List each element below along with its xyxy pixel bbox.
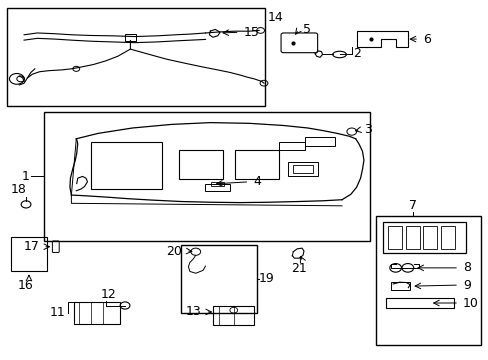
Bar: [212, 306, 254, 325]
Text: 10: 10: [462, 297, 478, 310]
Bar: [234, 149, 278, 179]
Bar: [390, 282, 409, 290]
Text: 8: 8: [462, 261, 470, 274]
Text: 20: 20: [166, 244, 182, 257]
Bar: [181, 244, 256, 313]
Bar: [11, 237, 46, 271]
Text: 9: 9: [462, 279, 470, 292]
Text: 5: 5: [303, 23, 310, 36]
Bar: [211, 182, 223, 186]
Bar: [6, 8, 264, 107]
Bar: [278, 142, 305, 150]
Text: 16: 16: [17, 279, 33, 292]
Bar: [43, 112, 369, 241]
Bar: [74, 302, 120, 324]
Text: 12: 12: [101, 288, 116, 301]
Bar: [125, 34, 136, 41]
Text: 17: 17: [23, 240, 39, 253]
Text: 7: 7: [408, 199, 416, 212]
Text: 3: 3: [364, 123, 371, 136]
Bar: [91, 142, 161, 189]
Bar: [423, 226, 436, 249]
Bar: [305, 137, 334, 146]
Bar: [375, 216, 480, 345]
Text: 21: 21: [291, 262, 306, 275]
Text: 13: 13: [185, 306, 201, 319]
Bar: [205, 184, 229, 192]
Bar: [293, 165, 312, 173]
Bar: [383, 222, 466, 253]
Bar: [288, 162, 317, 176]
Text: 18: 18: [10, 183, 26, 196]
Text: 14: 14: [267, 11, 283, 24]
Text: 1: 1: [22, 170, 30, 183]
Bar: [440, 226, 454, 249]
Text: 2: 2: [352, 46, 360, 60]
Bar: [405, 226, 419, 249]
Text: 19: 19: [259, 272, 274, 285]
Text: 11: 11: [49, 306, 65, 319]
Bar: [387, 226, 401, 249]
Text: 15: 15: [243, 26, 259, 39]
Bar: [385, 298, 453, 309]
Bar: [178, 149, 222, 179]
Text: 4: 4: [253, 175, 261, 188]
Text: 6: 6: [422, 32, 430, 46]
